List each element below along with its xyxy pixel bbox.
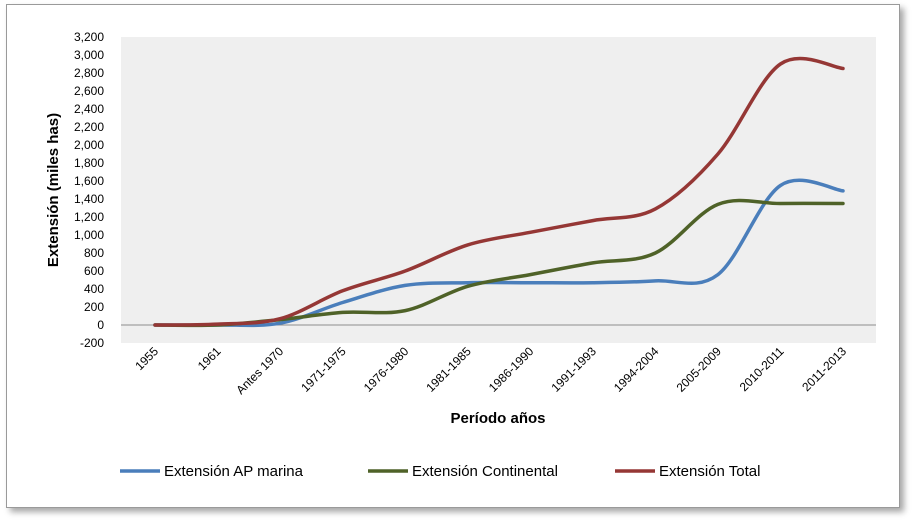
y-axis-title: Extensión (miles has) [45,113,62,267]
y-tick-label: 800 [84,246,104,260]
y-tick-label: 600 [84,264,104,278]
x-tick-label: 2005-2009 [674,344,725,395]
y-tick-label: 3,000 [74,48,104,62]
legend-label: Extensión AP marina [164,463,304,480]
y-tick-label: 1,000 [74,228,104,242]
y-tick-label: 1,600 [74,174,104,188]
y-tick-label: 2,000 [74,138,104,152]
y-tick-label: -200 [80,336,104,350]
x-axis-title: Período años [450,410,545,427]
y-tick-label: 3,200 [74,30,104,44]
series-lines [153,56,845,328]
y-tick-label: 400 [84,282,104,296]
y-tick-label: 2,400 [74,102,104,116]
y-tick-label: 2,600 [74,84,104,98]
x-tick-label: 1955 [132,344,161,373]
legend-label: Extensión Continental [412,463,558,480]
x-tick-label: 1981-1985 [423,344,474,395]
series-line-1 [153,178,845,328]
y-tick-label: 1,800 [74,156,104,170]
y-tick-label: 0 [97,318,104,332]
x-tick-label: 1971-1975 [298,344,349,395]
y-tick-label: 1,400 [74,192,104,206]
x-tick-label: 1991-1993 [548,344,599,395]
y-tick-label: 2,800 [74,66,104,80]
x-tick-label: 1961 [195,344,224,373]
y-tick-label: 200 [84,300,104,314]
legend-label: Extensión Total [659,463,760,480]
y-tick-label: 2,200 [74,120,104,134]
x-tick-label: 2011-2013 [799,344,849,394]
x-tick-label: 1976-1980 [361,344,412,395]
x-tick-label: 2010-2011 [737,344,787,394]
x-axis-ticks: 1955 1961 Antes 1970 1971-1975 1976-1980 1981… [132,344,849,397]
y-tick-label: 1,200 [74,210,104,224]
x-tick-label: 1986-1990 [486,344,537,395]
y-axis-ticks: -200 0 200 400 600 800 1,000 1,200 1,400 1,600 1,8… [74,30,104,350]
series-line-3 [153,56,845,327]
x-tick-label: 1994-2004 [611,344,662,395]
legend: Extensión AP marina Extensión Continental… [120,463,760,480]
plot-area [121,37,876,343]
x-tick-label: Antes 1970 [233,344,286,397]
